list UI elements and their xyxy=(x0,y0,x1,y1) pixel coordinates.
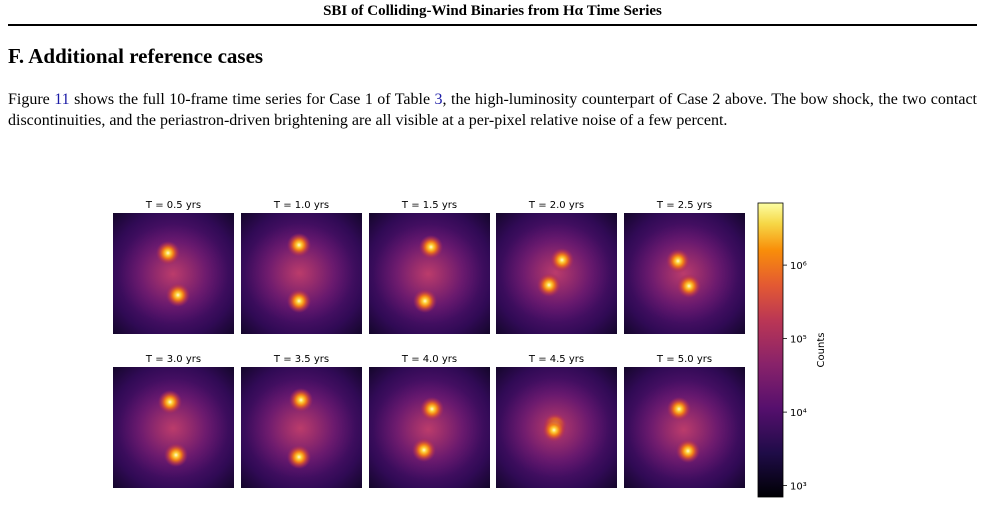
panel-title: T = 3.0 yrs xyxy=(145,354,201,365)
heatmap-panel xyxy=(624,213,745,334)
panel-title: T = 0.5 yrs xyxy=(145,200,201,211)
colorbar-tick-label: 10⁴ xyxy=(790,408,807,419)
star-glow xyxy=(287,289,311,313)
colorbar-tick-label: 10³ xyxy=(790,482,807,493)
star-glow xyxy=(420,397,444,421)
table-link[interactable]: 3 xyxy=(434,91,443,108)
star-glow xyxy=(677,274,701,298)
text: , the high-luminosity counterpart of Cas… xyxy=(8,91,978,129)
star-glow xyxy=(537,273,561,297)
running-title: SBI of Colliding-Wind Binaries from Hα T… xyxy=(323,3,662,19)
panel-title: T = 2.5 yrs xyxy=(656,200,712,211)
emission-halo xyxy=(628,380,739,480)
text: shows the full 10-frame time series for … xyxy=(69,91,435,108)
header-rule xyxy=(8,24,977,26)
text: Figure xyxy=(8,91,55,108)
heatmap-panel xyxy=(241,367,362,488)
star-glow xyxy=(287,233,311,257)
colorbar-label: Counts xyxy=(816,333,827,368)
colorbar xyxy=(757,202,784,498)
star-glow xyxy=(287,445,311,469)
emission-halo xyxy=(118,378,228,479)
emission-halo xyxy=(373,224,483,324)
panel-title: T = 2.0 yrs xyxy=(528,200,584,211)
panel-title: T = 4.0 yrs xyxy=(401,354,457,365)
star-glow xyxy=(542,418,566,442)
panel-title: T = 5.0 yrs xyxy=(656,354,712,365)
paragraph: Figure 11 shows the full 10-frame time s… xyxy=(8,89,977,131)
star-glow xyxy=(156,241,180,265)
emission-halo xyxy=(118,224,228,324)
emission-halo xyxy=(628,223,739,324)
heatmap-panel xyxy=(113,213,234,334)
heatmap-panel xyxy=(369,213,490,334)
colorbar-tick-label: 10⁶ xyxy=(790,261,807,272)
star-glow xyxy=(158,390,182,414)
star-glow xyxy=(666,249,690,273)
star-glow xyxy=(166,283,190,307)
star-glow xyxy=(667,397,691,421)
star-glow xyxy=(413,289,437,313)
panel-title: T = 1.5 yrs xyxy=(401,200,457,211)
star-glow xyxy=(419,235,443,259)
star-glow xyxy=(412,438,436,462)
star-glow xyxy=(676,439,700,463)
star-glow xyxy=(550,248,574,272)
panel-title: T = 1.0 yrs xyxy=(273,200,329,211)
panel-title: T = 4.5 yrs xyxy=(528,354,584,365)
emission-halo xyxy=(500,222,611,323)
colorbar-tick-label: 10⁵ xyxy=(790,335,807,346)
heatmap-panel xyxy=(113,367,234,488)
heatmap-panel xyxy=(241,213,362,334)
heatmap-panel xyxy=(496,213,617,334)
panel-title: T = 3.5 yrs xyxy=(273,354,329,365)
heatmap-panel xyxy=(369,367,490,488)
heatmap-panel xyxy=(496,367,617,488)
figure-link[interactable]: 11 xyxy=(54,91,70,108)
emission-halo xyxy=(373,379,483,480)
star-glow xyxy=(164,443,188,467)
star-glow xyxy=(289,388,313,412)
emission-halo xyxy=(245,378,355,479)
heatmap-panel xyxy=(624,367,745,488)
emission-halo xyxy=(244,223,354,323)
section-title: F. Additional reference cases xyxy=(8,44,264,68)
